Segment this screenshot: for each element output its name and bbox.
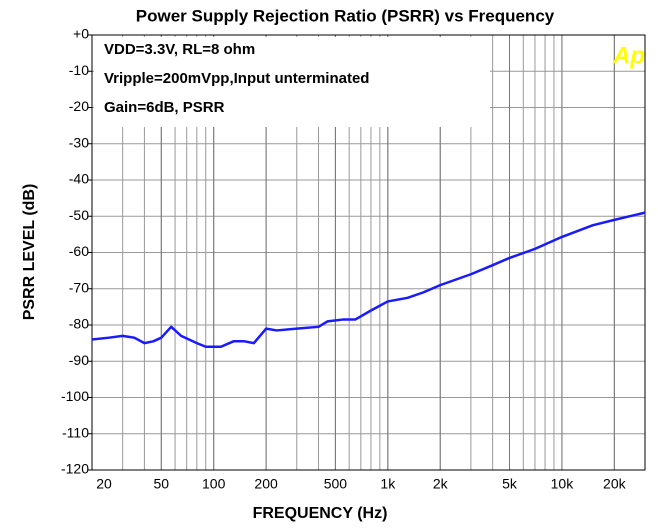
y-tick-label: -110 bbox=[62, 424, 89, 440]
x-tick-label: 500 bbox=[324, 476, 348, 492]
y-tick-label: -20 bbox=[69, 98, 89, 114]
chart-title: Power Supply Rejection Ratio (PSRR) vs F… bbox=[136, 6, 555, 25]
y-tick-label: +0 bbox=[73, 26, 89, 42]
x-tick-label: 5k bbox=[502, 476, 518, 492]
annotation-box bbox=[94, 37, 490, 127]
y-tick-label: -30 bbox=[69, 134, 89, 150]
y-tick-label: -90 bbox=[69, 352, 89, 368]
x-tick-label: 50 bbox=[153, 476, 169, 492]
x-tick-label: 20 bbox=[96, 476, 112, 492]
x-tick-label: 2k bbox=[433, 476, 449, 492]
plot-border bbox=[91, 34, 646, 471]
logo: Ap bbox=[612, 42, 645, 69]
x-axis-label: FREQUENCY (Hz) bbox=[253, 505, 388, 522]
y-tick-label: -100 bbox=[61, 388, 89, 404]
y-tick-label: -80 bbox=[69, 316, 89, 332]
y-tick-label: -120 bbox=[61, 461, 89, 477]
x-tick-label: 1k bbox=[380, 476, 396, 492]
x-tick-label: 20k bbox=[603, 476, 627, 492]
x-tick-label: 100 bbox=[202, 476, 226, 492]
annotation: Vripple=200mVpp,Input unterminated bbox=[104, 70, 369, 87]
x-tick-label: 10k bbox=[551, 476, 575, 492]
y-tick-label: -60 bbox=[69, 243, 89, 259]
y-tick-label: -70 bbox=[69, 279, 89, 295]
x-tick-label: 200 bbox=[254, 476, 278, 492]
annotation: VDD=3.3V, RL=8 ohm bbox=[104, 41, 255, 58]
y-tick-label: -40 bbox=[69, 171, 89, 187]
annotation: Gain=6dB, PSRR bbox=[104, 99, 225, 116]
y-axis-label: PSRR LEVEL (dB) bbox=[21, 184, 38, 321]
y-tick-label: -10 bbox=[69, 62, 89, 78]
data-line bbox=[91, 211, 646, 348]
y-tick-label: -50 bbox=[69, 207, 89, 223]
